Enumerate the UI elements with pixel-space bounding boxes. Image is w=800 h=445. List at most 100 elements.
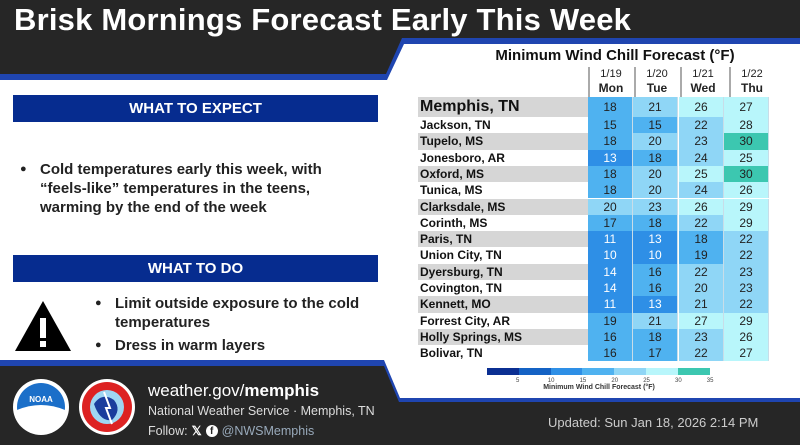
wind-chill-cell: 16 xyxy=(588,345,633,362)
wind-chill-cell: 20 xyxy=(633,165,678,183)
column-header: 1/20 Tue xyxy=(634,67,678,97)
wind-chill-cell: 18 xyxy=(633,214,678,232)
city-name: Oxford, MS xyxy=(418,165,588,183)
wind-chill-cell: 16 xyxy=(633,263,678,280)
facebook-icon[interactable]: f xyxy=(205,424,218,437)
warning-icon xyxy=(15,301,71,351)
wind-chill-cell: 22 xyxy=(724,296,769,313)
wind-chill-cell: 22 xyxy=(724,247,769,264)
noaa-logo: NOAA xyxy=(13,379,69,435)
column-day: Wed xyxy=(690,81,716,95)
website-link[interactable]: weather.gov/memphis xyxy=(148,381,319,401)
wind-chill-cell: 27 xyxy=(724,345,769,362)
wind-chill-cell: 14 xyxy=(588,263,633,280)
table-row: Clarksdale, MS 20 23 26 29 xyxy=(418,198,778,215)
colorbar-tick: 25 xyxy=(643,378,650,384)
column-day: Thu xyxy=(741,81,763,95)
city-name: Bolivar, TN xyxy=(418,345,588,362)
site-bold: memphis xyxy=(244,381,320,400)
wind-chill-cell: 26 xyxy=(679,198,724,215)
page-title: Brisk Mornings Forecast Early This Week xyxy=(14,2,632,37)
wind-chill-cell: 15 xyxy=(588,117,633,134)
table-row: Bolivar, TN 16 17 22 27 xyxy=(418,345,778,362)
table-row: Dyersburg, TN 14 16 22 23 xyxy=(418,263,778,280)
wind-chill-cell: 20 xyxy=(588,198,633,215)
colorbar-bin xyxy=(582,368,615,375)
wind-chill-cell: 23 xyxy=(633,198,678,215)
wind-chill-cell: 22 xyxy=(724,231,769,248)
table-row: Oxford, MS 18 20 25 30 xyxy=(418,165,778,183)
x-icon[interactable]: 𝕏 xyxy=(191,424,202,438)
city-name: Dyersburg, TN xyxy=(418,263,588,280)
table-row: Tupelo, MS 18 20 23 30 xyxy=(418,133,778,150)
column-date: 1/19 xyxy=(600,68,622,80)
wind-chill-cell: 21 xyxy=(679,296,724,313)
wind-chill-cell: 18 xyxy=(588,97,633,117)
wind-chill-cell: 23 xyxy=(679,133,724,150)
column-header: 1/21 Wed xyxy=(680,67,724,97)
office-name: National Weather Service · Memphis, TN xyxy=(148,404,375,418)
city-name: Memphis, TN xyxy=(418,97,588,117)
wind-chill-cell: 22 xyxy=(679,263,724,280)
city-name: Jonesboro, AR xyxy=(418,149,588,166)
city-name: Clarksdale, MS xyxy=(418,198,588,215)
wind-chill-cell: 19 xyxy=(588,312,633,329)
colorbar-bin xyxy=(550,368,583,375)
colorbar-tick: 30 xyxy=(675,378,682,384)
table-row: Corinth, MS 17 18 22 29 xyxy=(418,214,778,232)
site-prefix: weather.gov/ xyxy=(148,381,245,400)
city-name: Corinth, MS xyxy=(418,214,588,232)
nws-logo xyxy=(79,379,135,435)
social-handle[interactable]: @NWSMemphis xyxy=(221,423,315,438)
city-name: Union City, TN xyxy=(418,247,588,264)
follow-label: Follow: xyxy=(148,423,188,438)
column-date: 1/21 xyxy=(692,68,714,80)
column-date: 1/20 xyxy=(646,68,668,80)
city-name: Holly Springs, MS xyxy=(418,328,588,346)
colorbar-bin xyxy=(677,368,710,375)
wind-chill-cell: 10 xyxy=(633,247,678,264)
what-to-do-heading: WHAT TO DO xyxy=(13,255,378,282)
svg-text:NOAA: NOAA xyxy=(29,395,53,404)
column-header: 1/19 Mon xyxy=(588,67,632,97)
wind-chill-cell: 16 xyxy=(633,280,678,297)
colorbar-tick: 35 xyxy=(706,378,714,384)
wind-chill-cell: 27 xyxy=(679,312,724,329)
wind-chill-cell: 24 xyxy=(679,182,724,199)
wind-chill-cell: 22 xyxy=(679,345,724,362)
column-day: Mon xyxy=(598,81,624,95)
wind-chill-cell: 26 xyxy=(724,328,769,346)
wind-chill-cell: 25 xyxy=(724,149,769,166)
wind-chill-cell: 18 xyxy=(588,165,633,183)
colorbar-tick: 20 xyxy=(611,378,619,384)
wind-chill-cell: 28 xyxy=(724,117,769,134)
colorbar-bin xyxy=(614,368,646,375)
wind-chill-cell: 13 xyxy=(633,296,678,313)
list-item: Limit outside exposure to the cold tempe… xyxy=(95,294,385,332)
wind-chill-cell: 29 xyxy=(724,214,769,232)
colorbar-label: Minimum Wind Chill Forecast (°F) xyxy=(543,384,655,391)
wind-chill-cell: 17 xyxy=(588,214,633,232)
city-name: Covington, TN xyxy=(418,280,588,297)
wind-chill-cell: 18 xyxy=(633,149,678,166)
colorbar-bin xyxy=(646,368,678,375)
wind-chill-cell: 25 xyxy=(679,165,724,183)
wind-chill-cell: 24 xyxy=(679,149,724,166)
wind-chill-cell: 27 xyxy=(724,97,769,117)
wind-chill-cell: 13 xyxy=(633,231,678,248)
table-row: Paris, TN 11 13 18 22 xyxy=(418,231,778,248)
city-name: Forrest City, AR xyxy=(418,312,588,329)
table-row: Jackson, TN 15 15 22 28 xyxy=(418,117,778,134)
table-row: Memphis, TN 18 21 26 27 xyxy=(418,97,778,117)
table-row: Tunica, MS 18 20 24 26 xyxy=(418,182,778,199)
wind-chill-cell: 23 xyxy=(724,280,769,297)
wind-chill-cell: 26 xyxy=(724,182,769,199)
table-row: Union City, TN 10 10 19 22 xyxy=(418,247,778,264)
column-header: 1/22 Thu xyxy=(729,67,773,97)
city-name: Paris, TN xyxy=(418,231,588,248)
wind-chill-cell: 29 xyxy=(724,198,769,215)
colorbar-tick: 5 xyxy=(516,378,520,384)
city-name: Tupelo, MS xyxy=(418,133,588,150)
wind-chill-cell: 18 xyxy=(588,133,633,150)
wind-chill-cell: 29 xyxy=(724,312,769,329)
